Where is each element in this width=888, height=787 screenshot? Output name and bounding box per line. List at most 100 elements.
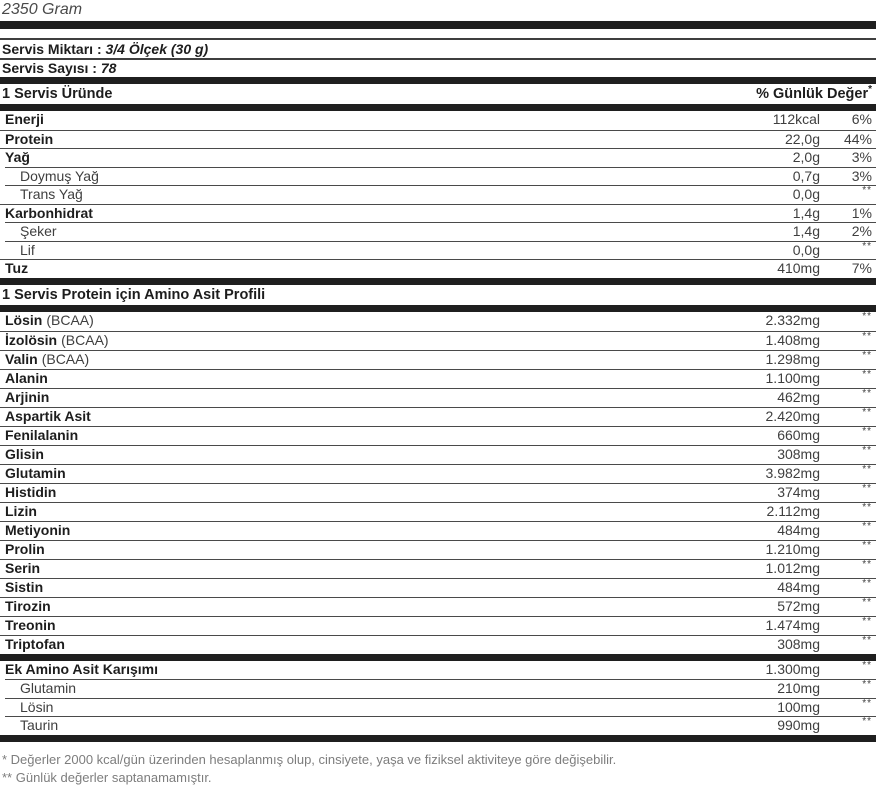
nutrient-name: Lif (20, 241, 35, 258)
nutrient-amount: 308mg (777, 635, 820, 652)
table-row: İzolösin (BCAA) 1.408mg ** (0, 330, 876, 350)
table-row: Trans Yağ 0,0g ** (5, 185, 876, 204)
nutrient-daily-value: ** (862, 501, 872, 513)
table-row: Yağ 2,0g 3% (0, 148, 876, 167)
nutrient-daily-value: ** (862, 310, 872, 322)
nutrient-daily-value: ** (862, 716, 872, 727)
nutrient-amount: 2,0g (792, 149, 820, 165)
nutrient-daily-value: ** (862, 330, 872, 342)
nutrient-daily-value: ** (862, 577, 872, 589)
divider-bar (0, 304, 876, 312)
nutrient-amount: 410mg (777, 260, 820, 276)
nutrient-amount: 100mg (777, 698, 820, 715)
divider-bar (0, 104, 876, 111)
nutrient-daily-value: ** (862, 425, 872, 437)
nutrient-amount: 572mg (777, 597, 820, 614)
table-row: Lösin (BCAA) 2.332mg ** (0, 311, 876, 331)
nutrient-amount: 308mg (777, 445, 820, 462)
nutrient-name: Glutamin (5, 464, 66, 481)
table-row: Tuz 410mg 7% (0, 259, 876, 278)
divider-bar (0, 21, 876, 29)
nutrient-name: Protein (5, 130, 54, 147)
nutrient-table: Enerji 112kcal 6% Protein 22,0g 44% Yağ … (0, 111, 876, 278)
nutrient-amount: 112kcal (772, 111, 820, 127)
nutrient-amount: 1.100mg (765, 369, 820, 386)
nutrient-note: (BCAA) (41, 350, 90, 367)
nutrient-daily-value: ** (862, 444, 872, 456)
nutrient-name: Serin (5, 559, 41, 576)
nutrient-name: İzolösin (5, 331, 58, 348)
table-row: Valin (BCAA) 1.298mg ** (0, 349, 876, 369)
daily-value-heading: % Günlük Değer* (756, 84, 872, 102)
nutrient-amount: 1.298mg (765, 350, 820, 367)
nutrient-amount: 1.210mg (765, 540, 820, 557)
table-row: Fenilalanin 660mg ** (0, 425, 876, 445)
footnote-not-established: ** Günlük değerler saptanamamıştır. (2, 769, 212, 785)
nutrient-daily-value: ** (862, 659, 872, 671)
serving-size-value: 3/4 Ölçek (30 g) (105, 41, 209, 57)
servings-count-row: Servis Sayısı : 78 (0, 58, 876, 77)
nutrient-daily-value: ** (862, 634, 872, 646)
table-row: Alanin 1.100mg ** (0, 368, 876, 388)
nutrient-name: Lösin (5, 311, 43, 328)
nutrient-name: Fenilalanin (5, 426, 79, 443)
nutrient-name: Valin (5, 350, 38, 367)
per-serving-heading: 1 Servis Üründe (2, 86, 113, 102)
table-row: Doymuş Yağ 0,7g 3% (5, 166, 876, 186)
nutrient-daily-value: ** (862, 558, 872, 570)
nutrient-name: Arjinin (5, 388, 50, 405)
nutrient-amount: 1.300mg (765, 660, 820, 677)
nutrient-amount: 990mg (777, 717, 820, 733)
nutrient-daily-value: ** (862, 406, 872, 418)
nutrient-name: Ek Amino Asit Karışımı (5, 660, 159, 677)
servings-count-value: 78 (100, 60, 117, 76)
nutrient-daily-value: ** (862, 463, 872, 475)
table-row: Karbonhidrat 1,4g 1% (0, 203, 876, 223)
nutrient-name: Lösin (20, 698, 54, 715)
nutrient-note: (BCAA) (46, 311, 94, 328)
table-row: Enerji 112kcal 6% (0, 111, 876, 130)
footnote-daily-values: * Değerler 2000 kcal/gün üzerinden hesap… (2, 751, 617, 767)
nutrient-amount: 484mg (777, 521, 820, 538)
nutrient-name: Triptofan (5, 635, 65, 652)
divider-bar (0, 277, 876, 285)
nutrient-daily-value: 7% (851, 260, 872, 276)
nutrient-name: Tuz (5, 260, 29, 276)
table-row: Lösin 100mg ** (5, 697, 876, 717)
nutrient-name: Sistin (5, 578, 44, 595)
table-row: Lif 0,0g ** (5, 240, 876, 260)
nutrient-amount: 210mg (777, 680, 820, 696)
divider-bar (0, 653, 876, 661)
table-row: Glutamin 210mg ** (5, 679, 876, 698)
serving-info: Servis Miktarı : 3/4 Ölçek (30 g) Servis… (0, 38, 876, 77)
nutrient-daily-value: ** (862, 596, 872, 608)
nutrient-daily-value: ** (862, 368, 872, 380)
nutrient-daily-value: ** (862, 539, 872, 551)
nutrient-daily-value: 1% (851, 204, 872, 221)
nutrient-daily-value: ** (862, 520, 872, 532)
nutrient-daily-value: ** (862, 387, 872, 399)
nutrient-name: Metiyonin (5, 521, 71, 538)
divider-bar (0, 734, 876, 742)
nutrient-amount: 1,4g (792, 223, 820, 239)
nutrient-amount: 484mg (777, 578, 820, 595)
servings-count-label: Servis Sayısı : (2, 60, 97, 76)
nutrient-daily-value: 2% (851, 223, 872, 239)
nutrient-name: Aspartik Asit (5, 407, 91, 424)
table-row: Şeker 1,4g 2% (5, 222, 876, 241)
nutrient-amount: 1.012mg (765, 559, 820, 576)
footnotes: * Değerler 2000 kcal/gün üzerinden hesap… (0, 751, 876, 787)
amino-section-heading: 1 Servis Protein için Amino Asit Profili (2, 286, 266, 303)
nutrient-name: Glutamin (20, 680, 77, 696)
asterisk-mark: * (868, 84, 872, 96)
table-row: Arjinin 462mg ** (0, 387, 876, 407)
nutrient-daily-value: ** (862, 240, 872, 252)
nutrient-amount: 22,0g (784, 130, 820, 147)
nutrient-amount: 1.474mg (765, 616, 820, 633)
nutrient-name: Enerji (5, 111, 44, 127)
nutrient-daily-value: 3% (851, 149, 872, 165)
nutrient-name: Taurin (20, 717, 59, 733)
table-row: Glutamin 3.982mg ** (0, 463, 876, 483)
nutrient-amount: 0,0g (792, 241, 820, 258)
